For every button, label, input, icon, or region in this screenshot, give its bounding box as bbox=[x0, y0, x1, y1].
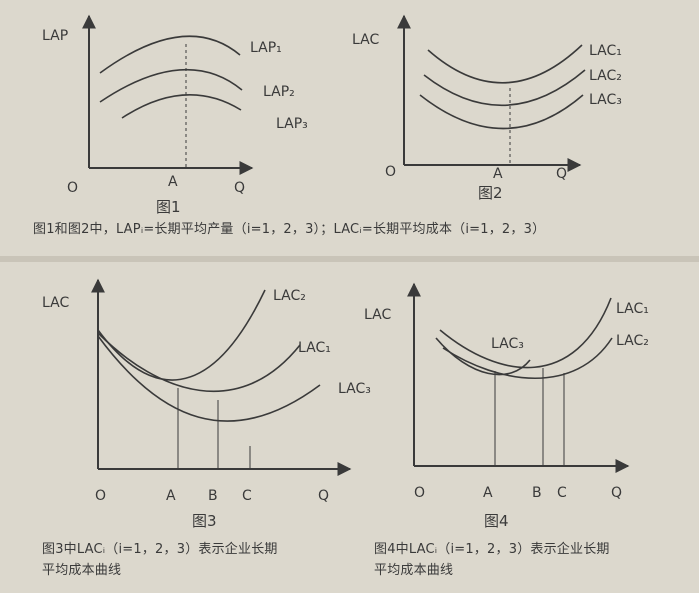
fig4-curve-lac1 bbox=[439, 297, 612, 369]
fig2-curve-lac1 bbox=[427, 44, 583, 84]
fig2-tick-a: A bbox=[493, 166, 503, 182]
fig2-curve-lac3 bbox=[419, 94, 584, 130]
figure-3: LAC O Q A B C LAC₂ LAC₁ LAC₃ 图3 bbox=[42, 278, 371, 530]
fig3-tick-c: C bbox=[242, 488, 252, 504]
panel-divider bbox=[0, 256, 699, 262]
fig3-curve-lac3 bbox=[97, 335, 321, 422]
fig3-curve-lac2 bbox=[97, 289, 266, 381]
fig2-label-lac1: LAC₁ bbox=[589, 43, 622, 59]
fig3-x-label: Q bbox=[318, 488, 329, 504]
fig3-curve-lac1 bbox=[97, 332, 301, 392]
fig2-title: 图2 bbox=[478, 184, 503, 202]
fig3-tick-a: A bbox=[166, 488, 176, 504]
fig4-label-lac2: LAC₂ bbox=[616, 333, 649, 349]
fig2-label-lac3: LAC₃ bbox=[589, 92, 622, 108]
fig1-curve-lap1 bbox=[99, 35, 241, 74]
fig3-label-lac1: LAC₁ bbox=[298, 340, 331, 356]
fig4-title: 图4 bbox=[484, 512, 509, 530]
caption-figure-4-line2: 平均成本曲线 bbox=[374, 563, 454, 578]
fig4-curve-lac2 bbox=[442, 337, 613, 379]
fig1-label-lap1: LAP₁ bbox=[250, 40, 282, 56]
fig4-label-lac3: LAC₃ bbox=[491, 336, 524, 352]
fig1-label-lap2: LAP₂ bbox=[263, 84, 295, 100]
fig4-x-label: Q bbox=[611, 485, 622, 501]
fig4-tick-c: C bbox=[557, 485, 567, 501]
fig3-origin: O bbox=[95, 488, 106, 504]
fig2-origin: O bbox=[385, 164, 396, 180]
fig1-curve-lap2 bbox=[99, 68, 243, 103]
fig4-tick-a: A bbox=[483, 485, 493, 501]
fig3-label-lac3: LAC₃ bbox=[338, 381, 371, 397]
fig3-label-lac2: LAC₂ bbox=[273, 288, 306, 304]
fig3-title: 图3 bbox=[192, 512, 217, 530]
fig4-label-lac1: LAC₁ bbox=[616, 301, 649, 317]
fig2-curve-lac2 bbox=[423, 69, 586, 107]
fig1-title: 图1 bbox=[156, 198, 181, 216]
fig1-y-label: LAP bbox=[42, 28, 68, 44]
fig4-origin: O bbox=[414, 485, 425, 501]
fig1-curve-lap3 bbox=[121, 94, 242, 119]
fig2-y-label: LAC bbox=[352, 32, 379, 48]
fig2-x-label: Q bbox=[556, 166, 567, 182]
fig1-x-label: Q bbox=[234, 180, 245, 196]
figure-2: LAC O Q A LAC₁ LAC₂ LAC₃ 图2 bbox=[352, 14, 622, 202]
fig3-tick-b: B bbox=[208, 488, 218, 504]
figure-4: LAC O Q A B C LAC₁ LAC₂ LAC₃ 图4 bbox=[364, 282, 649, 530]
fig2-label-lac2: LAC₂ bbox=[589, 68, 622, 84]
caption-figures-1-2: 图1和图2中，LAPᵢ=长期平均产量（i=1，2，3）；LACᵢ=长期平均成本（… bbox=[33, 222, 546, 237]
caption-figure-3-line2: 平均成本曲线 bbox=[42, 563, 122, 578]
fig4-tick-b: B bbox=[532, 485, 542, 501]
caption-figure-4-line1: 图4中LACᵢ（i=1，2，3）表示企业长期 bbox=[374, 542, 610, 557]
caption-figure-3-line1: 图3中LACᵢ（i=1，2，3）表示企业长期 bbox=[42, 542, 278, 557]
fig3-y-label: LAC bbox=[42, 295, 69, 311]
fig1-tick-a: A bbox=[168, 174, 178, 190]
fig4-y-label: LAC bbox=[364, 307, 391, 323]
fig1-origin: O bbox=[67, 180, 78, 196]
fig1-label-lap3: LAP₃ bbox=[276, 116, 308, 132]
figure-1: LAP O Q A LAP₁ LAP₂ LAP₃ 图1 bbox=[42, 14, 308, 216]
